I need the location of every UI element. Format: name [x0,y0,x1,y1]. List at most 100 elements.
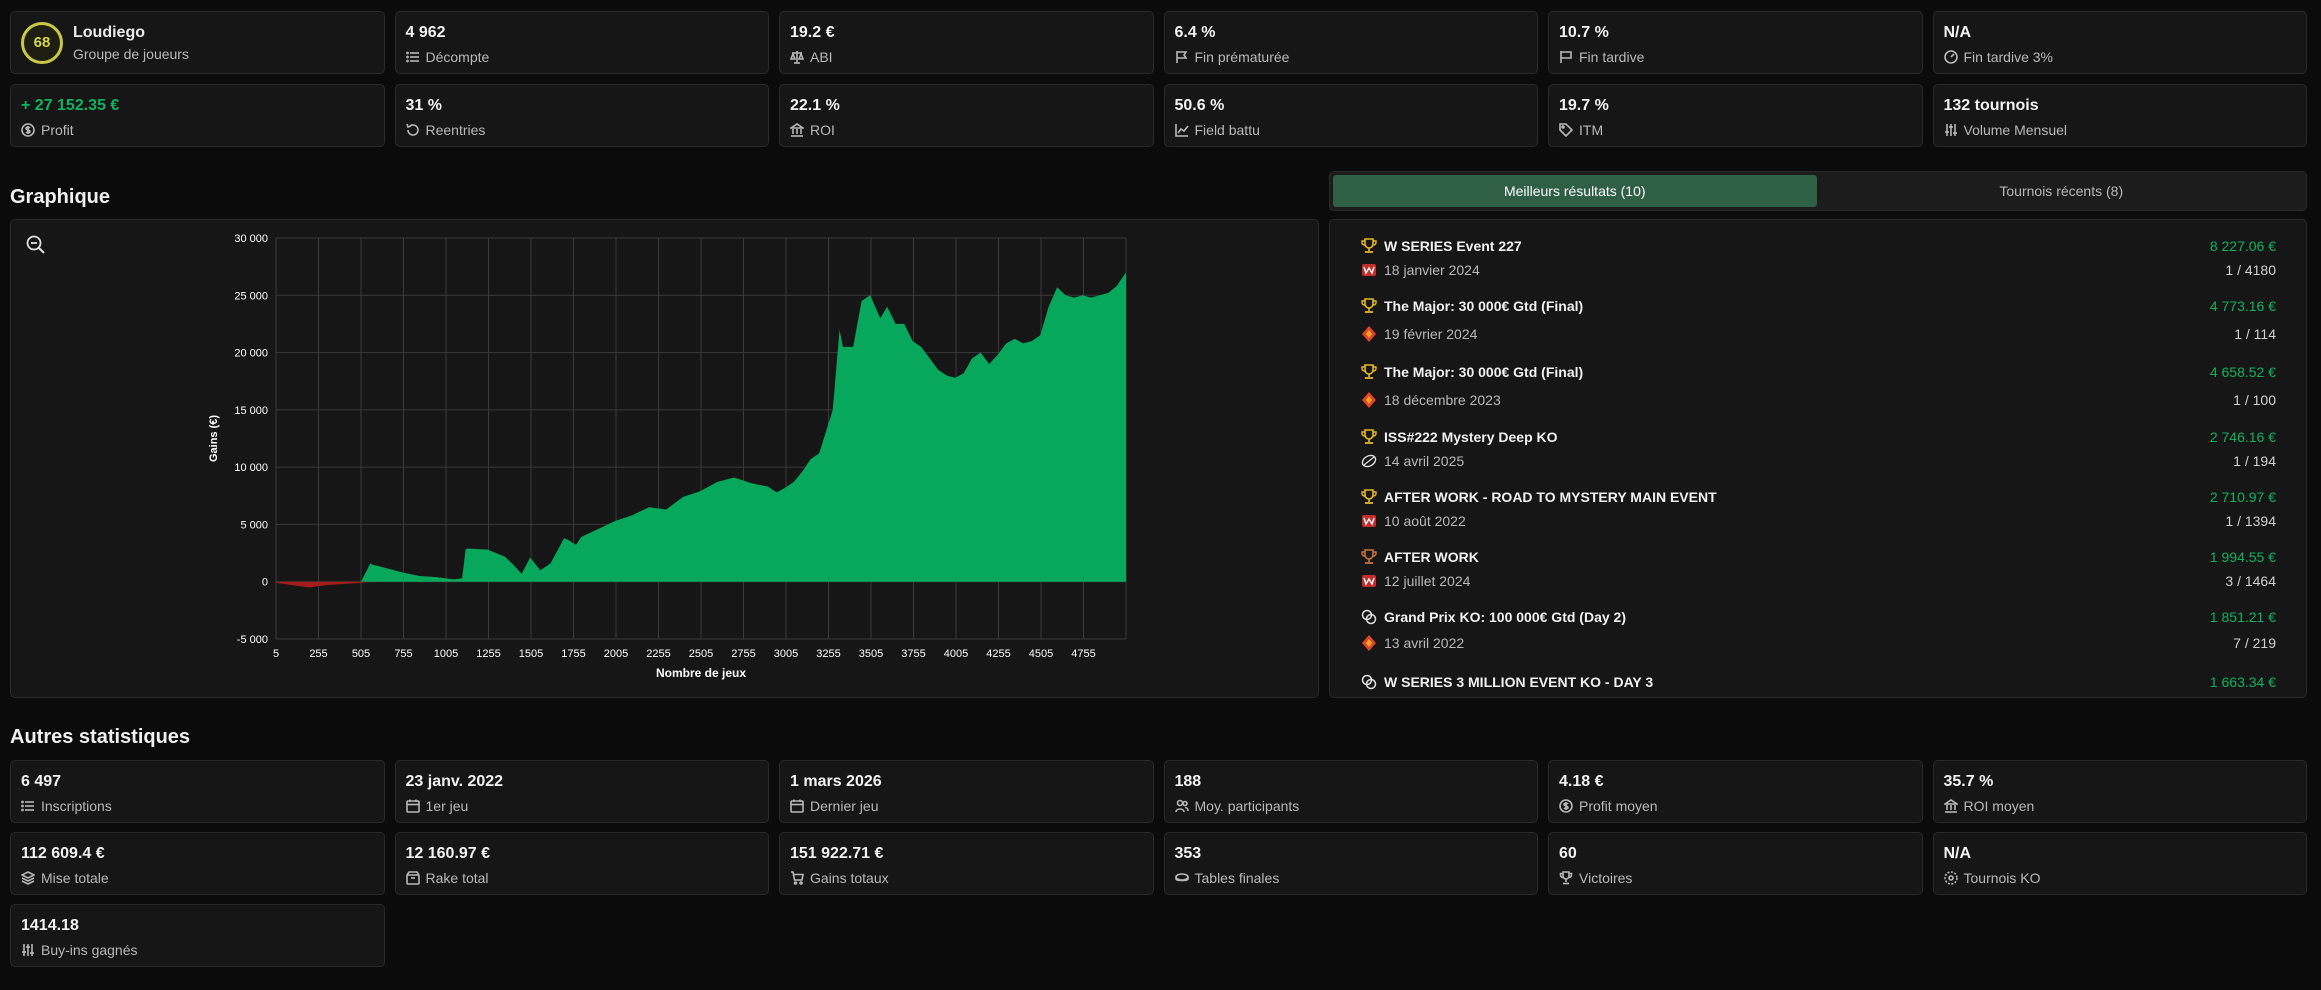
stat-card-avg-roi: 35.7 % ROI moyen [1932,760,2307,823]
stat-label: Fin prématurée [1194,49,1290,65]
stat-label: Inscriptions [41,798,112,814]
x-tick-label: 505 [352,648,370,660]
result-title: ISS#222 Mystery Deep KO [1384,429,1558,445]
result-title: The Major: 30 000€ Gtd (Final) [1384,364,1584,380]
stat-label: Profit moyen [1579,798,1658,814]
result-date: 12 juillet 2024 [1384,573,1471,589]
stat-label: ITM [1579,122,1604,138]
stat-card-total-rake: 12 160.97 € Rake total [394,832,769,895]
result-rank: 3 / 1464 [2225,573,2276,589]
result-date: 10 août 2022 [1384,513,1466,529]
stat-card-itm: 19.7 % ITM [1548,84,1923,147]
stat-card-abi: 19.2 € ABI [779,11,1154,74]
winamax-icon [1362,264,1376,276]
x-tick-label: 4255 [986,648,1010,660]
x-tick-label: 2505 [689,648,713,660]
target-icon [1943,871,1958,885]
list-item[interactable]: W SERIES Event 227 8 227.06 € 18 janvier… [1360,234,2276,294]
flag-icon [1560,51,1572,63]
x-axis-label: Nombre de jeux [656,666,746,680]
stat-value: 23 janv. 2022 [405,773,504,790]
x-tick-label: 2005 [604,648,628,660]
result-title: AFTER WORK [1384,549,1479,565]
trophy-icon [1361,364,1377,379]
gauge-icon [1943,50,1958,64]
list-item[interactable]: Grand Prix KO: 100 000€ Gtd (Day 2) 1 85… [1360,605,2276,665]
result-title: AFTER WORK - ROAD TO MYSTERY MAIN EVENT [1384,489,1717,505]
stat-value: 22.1 % [790,97,840,114]
stat-label: Fin tardive 3% [1963,49,2053,65]
list-item[interactable]: The Major: 30 000€ Gtd (Final) 4 773.16 … [1360,294,2276,354]
x-tick-label: 1505 [519,648,543,660]
y-tick-label: 15 000 [234,405,268,417]
stat-label: Field battu [1194,122,1260,138]
y-tick-label: -5 000 [237,634,268,646]
list-item[interactable]: ISS#222 Mystery Deep KO 2 746.16 € 14 av… [1360,425,2276,485]
trophy-icon [1361,489,1377,504]
y-tick-label: 10 000 [234,462,268,474]
stat-value: 112 609.4 € [21,845,105,862]
list-item[interactable]: AFTER WORK 1 994.55 € 12 juillet 2024 3 … [1360,545,2276,605]
stat-label: ROI moyen [1963,798,2035,814]
dollar-circle-icon [1559,799,1573,813]
stat-value: 6.4 % [1174,24,1216,41]
winamax-icon [1362,515,1376,527]
other-stats-section-title: Autres statistiques [10,726,191,748]
stat-card-first-game: 23 janv. 2022 1er jeu [394,760,769,823]
sliders-icon [22,944,34,956]
table-icon [1174,873,1189,882]
best-results-list: W SERIES Event 227 8 227.06 € 18 janvier… [1329,219,2307,698]
stat-value: 19.7 % [1559,97,1609,114]
stat-value: 188 [1174,773,1202,790]
tab-recent-tournaments[interactable]: Tournois récents (8) [1999,183,2124,199]
x-tick-label: 755 [394,648,412,660]
stat-value: 4.18 € [1559,773,1604,790]
stat-value: 6 497 [21,773,62,790]
stat-card-early-finish: 6.4 % Fin prématurée [1163,11,1538,74]
tag-icon [1559,123,1573,137]
stat-card-total-gains: 151 922.71 € Gains totaux [779,832,1154,895]
stat-label: 1er jeu [425,798,469,814]
player-name: Loudiego [73,23,145,41]
stat-label: Fin tardive [1579,49,1645,65]
list-item[interactable]: The Major: 30 000€ Gtd (Final) 4 658.52 … [1360,360,2276,420]
bank-icon [1943,799,1958,813]
player-card: 68 Loudiego Groupe de joueurs [10,11,385,74]
stat-card-reentries: 31 % Reentries [394,84,769,147]
stat-card-roi: 22.1 % ROI [779,84,1154,147]
zoom-out-icon[interactable] [25,234,47,256]
result-rank: 1 / 114 [2234,326,2276,342]
stat-label: Rake total [425,870,489,886]
x-tick-label: 4505 [1029,648,1053,660]
y-tick-label: 5 000 [240,519,268,531]
stat-label: Dernier jeu [810,798,879,814]
x-tick-label: 3505 [859,648,883,660]
x-tick-label: 3255 [816,648,840,660]
sliders-icon [1944,124,1957,136]
trophy-icon [1361,238,1377,253]
result-gain: 4 773.16 € [2209,298,2276,314]
graph-section-title: Graphique [10,186,111,208]
result-title: W SERIES Event 227 [1384,238,1522,254]
stat-card-wins: 60 Victoires [1548,832,1923,895]
stat-card-monthly-volume: 132 tournois Volume Mensuel [1932,84,2307,147]
stat-value: + 27 152.35 € [21,97,120,114]
stat-value: 1 mars 2026 [790,773,882,790]
result-rank: 1 / 194 [2233,453,2276,469]
list-item[interactable]: AFTER WORK - ROAD TO MYSTERY MAIN EVENT … [1360,485,2276,545]
result-gain: 1 851.21 € [2209,609,2276,625]
list-item[interactable]: W SERIES 3 MILLION EVENT KO - DAY 3 1 66… [1360,670,2276,697]
winamax-icon [1362,575,1376,587]
x-tick-label: 3005 [774,648,798,660]
result-date: 18 janvier 2024 [1384,262,1480,278]
tab-best-results[interactable]: Meilleurs résultats (10) [1333,175,1817,207]
stat-card-late-finish-3: N/A Fin tardive 3% [1932,11,2307,74]
result-title: The Major: 30 000€ Gtd (Final) [1384,298,1584,314]
dollar-circle-icon [21,123,35,137]
y-axis-label: Gains (€) [208,415,220,462]
stat-value: 353 [1174,845,1202,862]
stat-card-total-stake: 112 609.4 € Mise totale [10,832,385,895]
bank-icon [790,123,804,137]
users-icon [1174,799,1189,813]
stat-card-avg-profit: 4.18 € Profit moyen [1548,760,1923,823]
